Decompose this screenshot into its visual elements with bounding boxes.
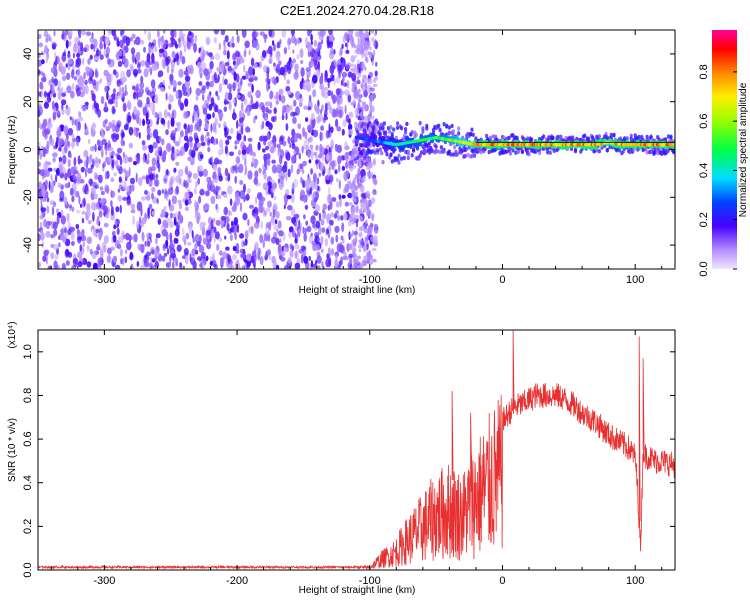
colorbar-gradient — [712, 30, 737, 269]
spectrogram-y-tick-label: 0 — [22, 146, 34, 152]
snr-x-tick-label: 100 — [626, 575, 644, 587]
spectrogram-y-label: Frequency (Hz) — [7, 116, 18, 185]
snr-y-label: SNR (10 * v/v) — [7, 418, 18, 482]
snr-x-label: Height of straight line (km) — [299, 585, 416, 596]
spectrogram-x-tick-label: 0 — [499, 274, 505, 286]
spectrogram-y-tick-label: 20 — [22, 96, 34, 108]
snr-y-ticks: 0.0 0.2 0.4 0.6 0.8 1.0 — [22, 344, 675, 578]
colorbar-label: Normalized spectral amplitude — [738, 82, 749, 217]
spectrogram-x-tick-label: -100 — [359, 274, 381, 286]
colorbar: 0.0 0.2 0.4 0.6 0.8 Normalized spectral ampl… — [698, 30, 749, 277]
snr-y-tick-label: 0.0 — [22, 562, 34, 577]
snr-x-ticks: -300 -200 -100 0 100 — [50, 330, 663, 587]
spectrogram-x-tick-label: -200 — [226, 274, 248, 286]
snr-frame — [37, 329, 676, 571]
colorbar-tick-label: 0.2 — [698, 212, 710, 227]
snr-series-line-detail — [451, 330, 645, 521]
spectrogram-noise-field — [38, 30, 379, 269]
spectrogram-y-tick-label: -40 — [22, 237, 34, 253]
spectrogram-ridge — [354, 115, 675, 165]
spectrogram-x-tick-label: 100 — [626, 274, 644, 286]
spectrogram-y-tick-label: -20 — [22, 189, 34, 205]
snr-panel: -300 -200 -100 0 100 0.0 0.2 0.4 0.6 0.8 1.0 Heig… — [7, 321, 676, 596]
spectrogram-y-ticks: -40 -20 0 20 40 — [22, 48, 675, 253]
colorbar-tick-label: 0.6 — [698, 114, 710, 129]
colorbar-tick-label: 0.0 — [698, 261, 710, 276]
colorbar-tick-label: 0.8 — [698, 64, 710, 79]
spectrogram-x-tick-label: -300 — [93, 274, 115, 286]
snr-x-tick-label: -100 — [359, 575, 381, 587]
snr-y-tick-label: 0.2 — [22, 519, 34, 534]
spectrogram-y-tick-label: 40 — [22, 48, 34, 60]
chart-title: C2E1.2024.270.04.28.R18 — [280, 3, 434, 18]
colorbar-tick-label: 0.4 — [698, 163, 710, 178]
snr-x-tick-label: -300 — [93, 575, 115, 587]
snr-series-line — [38, 382, 675, 570]
snr-y-tick-label: 0.8 — [22, 388, 34, 403]
snr-y-tick-label: 1.0 — [22, 344, 34, 359]
colorbar-ticks: 0.0 0.2 0.4 0.6 0.8 — [698, 64, 737, 277]
spectrogram-x-label: Height of straight line (km) — [299, 285, 416, 296]
snr-x-tick-label: 0 — [499, 575, 505, 587]
snr-x-tick-label: -200 — [226, 575, 248, 587]
spectrogram-x-ticks: -300 -200 -100 0 100 — [50, 30, 663, 286]
snr-y-tick-label: 0.4 — [22, 475, 34, 490]
snr-scale-label: (x10⁴) — [7, 321, 18, 348]
snr-y-tick-label: 0.6 — [22, 431, 34, 446]
